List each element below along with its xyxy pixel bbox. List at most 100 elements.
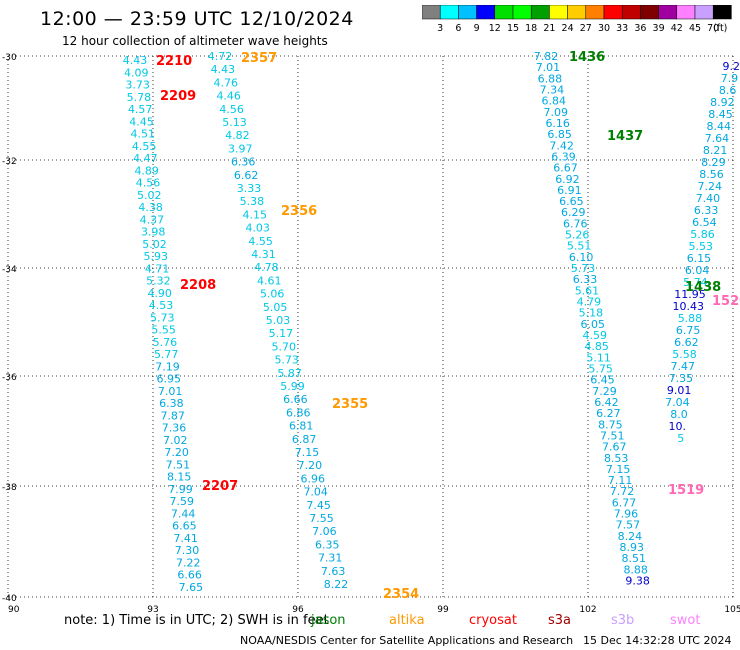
colorbar-level-label: 15 [507, 23, 519, 34]
latitude-tick-label: -30 [2, 53, 17, 63]
wave-height-value: 3.33 [237, 182, 262, 195]
colorbar-level-label: 6 [455, 23, 461, 34]
wave-height-value: 11.95 [674, 288, 706, 301]
wave-height-value: 7.34 [540, 83, 565, 96]
wave-height-value: 7.15 [606, 463, 631, 476]
wave-height-value: 7.59 [170, 495, 195, 508]
wave-height-value: 7.11 [608, 474, 633, 487]
page-subtitle: 12 hour collection of altimeter wave hei… [62, 34, 328, 48]
wave-height-value: 4.89 [134, 164, 159, 177]
wave-height-value: 7.47 [671, 360, 696, 373]
wave-height-value: 8.6 [719, 84, 737, 97]
wave-height-value: 10.43 [673, 300, 705, 313]
pass-time-label: 2209 [160, 89, 196, 104]
wave-height-value: 5.74 [683, 276, 708, 289]
wave-height-value: 7.42 [549, 139, 574, 152]
wave-height-value: 4.79 [577, 296, 602, 309]
wave-height-value: 5.73 [571, 262, 596, 275]
wave-height-value: 7.44 [171, 507, 196, 520]
wave-height-value: 5.88 [678, 312, 703, 325]
colorbar-level-label: 12 [489, 23, 501, 34]
wave-height-value: 5.61 [575, 284, 600, 297]
longitude-tick-label: 99 [437, 605, 449, 615]
wave-height-value: 6.65 [172, 520, 197, 533]
wave-height-value: 6.33 [573, 273, 598, 286]
colorbar-level-label: 33 [616, 23, 628, 34]
wave-height-value: 8.56 [699, 168, 724, 181]
pass-time-label: 1437 [607, 129, 643, 144]
wave-height-value: 5.53 [689, 240, 714, 253]
wave-height-value: 7.01 [536, 61, 561, 74]
wave-height-value: 7.01 [158, 385, 183, 398]
wave-height-value: 4.43 [211, 63, 236, 76]
wave-height-value: 5.51 [567, 240, 592, 253]
wave-height-value: 6.38 [159, 397, 184, 410]
wave-height-value: 6.85 [547, 128, 572, 141]
wave-height-value: 7.09 [544, 106, 569, 119]
wave-height-value: 8.53 [604, 452, 629, 465]
satellite-jason: jason [311, 613, 346, 628]
wave-height-value: 7.04 [303, 486, 328, 499]
wave-height-value: 7.64 [705, 132, 730, 145]
pass-time-label: 1520 [712, 294, 740, 309]
wave-height-value: 6.81 [289, 420, 314, 433]
wave-height-value: 6.66 [177, 569, 202, 582]
wave-height-value: 6.86 [286, 406, 311, 419]
satellite-tracks: 4.434.093.735.784.574.454.514.554.474.89… [123, 50, 740, 594]
wave-height-value: 6.27 [596, 407, 621, 420]
wave-height-value: 9.38 [625, 575, 650, 588]
latitude-tick-label: -36 [2, 373, 17, 383]
wave-height-value: 7.15 [295, 446, 320, 459]
wave-height-value: 5.75 [588, 362, 613, 375]
wave-height-value: 6.96 [301, 472, 326, 485]
wave-height-value: 4.37 [140, 213, 165, 226]
pass-time-label: 2357 [241, 51, 277, 66]
wave-height-value: 6.29 [561, 206, 586, 219]
colorbar-level-label: 18 [525, 23, 537, 34]
wave-height-value: 5.99 [280, 380, 305, 393]
wave-height-value: 5.93 [144, 250, 169, 263]
wave-height-value: 6.95 [157, 373, 182, 386]
wave-height-value: 5.06 [260, 288, 285, 301]
wave-height-value: 7.96 [614, 508, 639, 521]
wave-height-value: 8.15 [167, 471, 192, 484]
wave-height-value: 4.53 [149, 299, 174, 312]
wave-height-value: 7.35 [669, 372, 694, 385]
wave-height-value: 7.45 [306, 499, 331, 512]
generated-timestamp: 15 Dec 14:32:28 UTC 2024 [583, 634, 732, 647]
colorbar-level-label: 70 [707, 23, 719, 34]
wave-height-value: 7.24 [698, 180, 723, 193]
color-legend: 3 6 9 12 15 18 21 24 27 30 33 36 39 42 45 70(ft) [422, 5, 732, 34]
wave-height-value: 5.86 [690, 228, 715, 241]
wave-height-value: 4.90 [147, 287, 172, 300]
wave-height-value: 5.73 [150, 311, 175, 324]
wave-height-value: 6.10 [569, 251, 594, 264]
longitude-tick-label: 105 [724, 605, 740, 615]
wave-height-value: 6.76 [563, 217, 588, 230]
pass-time-label: 2207 [202, 479, 238, 494]
wave-height-value: 4.72 [208, 50, 233, 63]
wave-height-value: 6.36 [231, 156, 256, 169]
wave-height-value: 6.84 [542, 95, 567, 108]
wave-height-value: 8.88 [623, 563, 648, 576]
wave-height-value: 6.62 [674, 336, 699, 349]
wave-height-value: 9.2 [723, 60, 740, 73]
wave-height-value: 7.63 [321, 565, 346, 578]
longitude-tick-label: 90 [8, 605, 20, 615]
wave-height-value: 8.0 [670, 408, 688, 421]
pass-time-labels: 2210 2209 2208 2207 2357 2356 2355 2354 1436 1437… [156, 50, 740, 602]
wave-height-value: 4.55 [132, 140, 157, 153]
wave-height-value: 5.58 [672, 348, 697, 361]
wave-height-value: 4.85 [584, 340, 609, 353]
pass-time-label: 2208 [180, 278, 216, 293]
wave-height-value: 6.65 [559, 195, 584, 208]
wave-height-value: 8.75 [598, 418, 623, 431]
map-grid [7, 55, 734, 598]
wave-height-value: 6.54 [692, 216, 717, 229]
satellite-s3a: s3a [548, 613, 572, 628]
colorbar-level-label: 3 [437, 23, 443, 34]
note-text: note: 1) Time is in UTC; 2) SWH is in fe… [64, 613, 329, 628]
wave-height-value: 9.01 [667, 384, 692, 397]
wave-height-value: 6.05 [581, 318, 606, 331]
wave-height-value: 5.87 [277, 367, 302, 380]
